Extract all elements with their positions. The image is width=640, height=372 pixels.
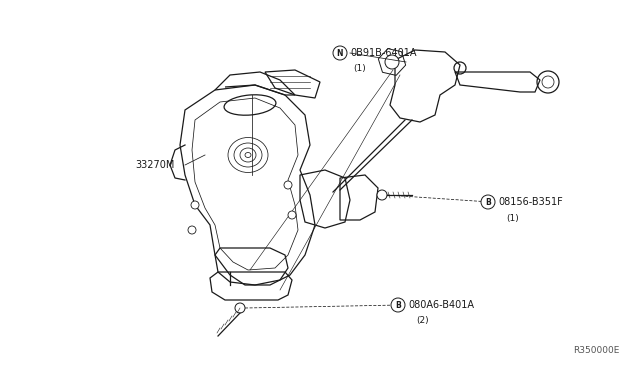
Text: (1): (1)	[354, 64, 366, 73]
Circle shape	[385, 55, 399, 69]
Text: R350000E: R350000E	[573, 346, 620, 355]
Circle shape	[333, 46, 347, 60]
Circle shape	[235, 303, 245, 313]
Text: 08156-B351F: 08156-B351F	[498, 197, 563, 207]
Circle shape	[391, 298, 405, 312]
Text: (1): (1)	[507, 214, 520, 222]
Circle shape	[377, 190, 387, 200]
Text: B: B	[485, 198, 491, 206]
Circle shape	[481, 195, 495, 209]
Circle shape	[284, 181, 292, 189]
Text: 33270M: 33270M	[135, 160, 174, 170]
Circle shape	[191, 201, 199, 209]
Text: 0B91B-6401A: 0B91B-6401A	[350, 48, 417, 58]
Circle shape	[288, 211, 296, 219]
Text: (2): (2)	[417, 315, 429, 324]
Text: 080A6-B401A: 080A6-B401A	[408, 300, 474, 310]
Text: B: B	[395, 301, 401, 310]
Text: N: N	[337, 48, 343, 58]
Circle shape	[188, 226, 196, 234]
